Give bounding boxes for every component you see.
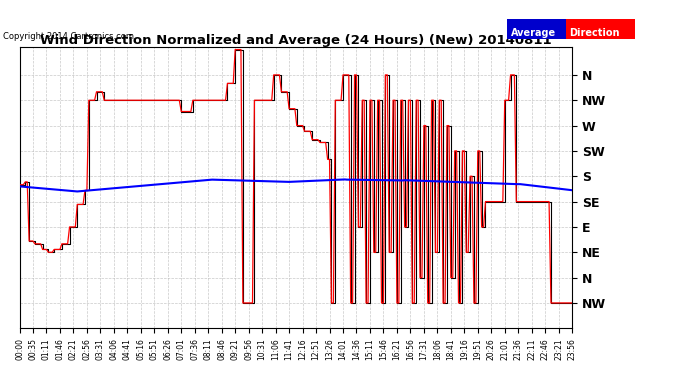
Text: Copyright 2014 Cartronics.com: Copyright 2014 Cartronics.com	[3, 32, 135, 41]
Text: Average: Average	[511, 28, 555, 38]
Text: Direction: Direction	[569, 28, 620, 38]
Title: Wind Direction Normalized and Average (24 Hours) (New) 20140811: Wind Direction Normalized and Average (2…	[40, 34, 551, 47]
